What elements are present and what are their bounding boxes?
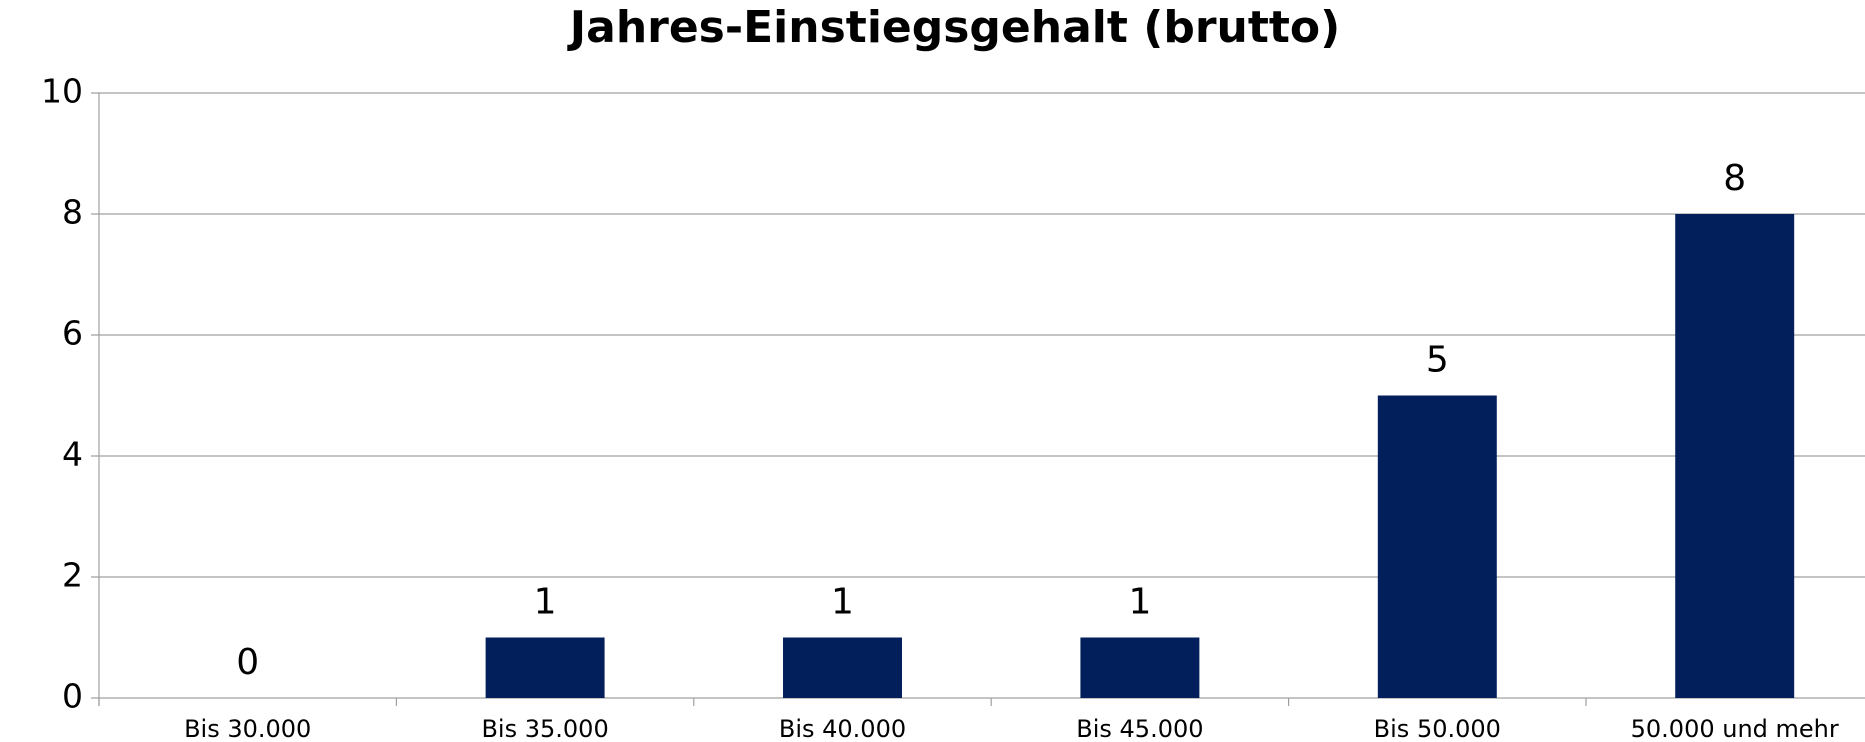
data-label: 5 [1426,340,1449,381]
data-label: 1 [831,582,854,623]
bar [1675,214,1795,698]
bar [1377,395,1497,698]
x-tick-label: Bis 40.000 [779,715,906,742]
chart-title: Jahres-Einstiegsgehalt (brutto) [567,2,1341,53]
data-label: 8 [1723,158,1746,199]
x-tick-label: 50.000 und mehr [1631,715,1839,742]
bar [485,637,605,698]
y-tick-label: 0 [62,677,83,716]
x-tick-label: Bis 50.000 [1374,715,1501,742]
bar [783,637,902,698]
y-tick-label: 10 [41,72,83,111]
data-label: 1 [534,582,557,623]
y-tick-label: 4 [62,435,83,474]
y-tick-label: 2 [62,556,83,595]
data-label: 0 [236,642,259,683]
bar [1080,637,1200,698]
data-label: 1 [1128,582,1151,623]
x-tick-label: Bis 45.000 [1076,715,1203,742]
y-tick-label: 8 [62,193,83,232]
x-tick-label: Bis 30.000 [184,715,311,742]
x-tick-label: Bis 35.000 [481,715,608,742]
y-tick-label: 6 [62,314,83,353]
